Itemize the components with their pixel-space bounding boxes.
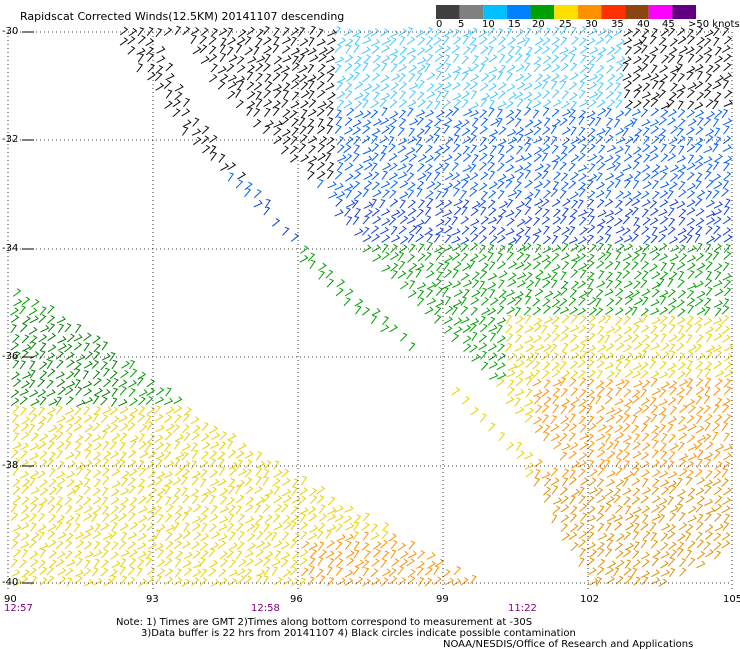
credit-line: NOAA/NESDIS/Office of Research and Appli… <box>443 639 694 650</box>
time-label-1: 12:57 <box>4 603 33 614</box>
lat-label-32: -32 <box>2 134 19 145</box>
legend-label: 35 <box>611 19 624 30</box>
legend-label: 45 <box>662 19 675 30</box>
legend-swatch <box>436 5 460 19</box>
legend-labels: 0 5 10 15 20 25 30 35 40 45 >50 knots <box>0 19 740 31</box>
legend-label: 5 <box>458 19 465 30</box>
lon-label-96: 96 <box>290 594 303 605</box>
note-line-1: Note: 1) Times are GMT 2)Times along bot… <box>116 617 533 628</box>
lat-label-36: -36 <box>2 351 19 362</box>
legend-label: 10 <box>482 19 495 30</box>
wind-barb-group <box>10 241 732 407</box>
wind-barb-group <box>533 476 732 587</box>
lat-label-34: -34 <box>2 243 19 254</box>
wind-barb-group <box>334 25 626 110</box>
wind-barbs <box>10 25 734 587</box>
legend-label: 40 <box>637 19 650 30</box>
legend-swatch <box>554 5 578 19</box>
wind-barb-group <box>119 25 733 180</box>
legend-swatch <box>625 5 649 19</box>
legend-swatch <box>577 5 602 19</box>
time-label-3: 11:22 <box>508 603 537 614</box>
lon-label-93: 93 <box>146 594 159 605</box>
wind-barb-group <box>10 313 734 587</box>
legend-label: >50 knots <box>688 19 740 30</box>
legend-swatch <box>648 5 673 19</box>
wind-speed-legend <box>436 5 696 19</box>
legend-swatch <box>530 5 555 19</box>
wind-barb-group <box>10 314 128 407</box>
legend-label: 25 <box>559 19 572 30</box>
lat-label-30: -30 <box>2 26 19 37</box>
lon-label-102: 102 <box>580 594 600 605</box>
legend-label: 0 <box>436 19 443 30</box>
wind-barb-group <box>253 197 733 245</box>
legend-swatch <box>459 5 484 19</box>
map-title: Rapidscat Corrected Winds(12.5KM) 201411… <box>20 10 345 23</box>
lat-label-40: -40 <box>2 577 19 588</box>
legend-swatch <box>672 5 696 19</box>
wind-barb-group <box>301 377 733 587</box>
legend-swatch <box>601 5 626 19</box>
note-line-2: 3)Data buffer is 22 hrs from 20141107 4)… <box>141 628 576 639</box>
legend-label: 15 <box>508 19 521 30</box>
map-grid <box>7 31 733 590</box>
legend-swatch <box>483 5 507 19</box>
legend-swatch <box>506 5 531 19</box>
time-label-2: 12:58 <box>251 603 280 614</box>
lon-label-105: 105 <box>723 594 740 605</box>
legend-label: 30 <box>585 19 598 30</box>
wind-barb-group <box>227 106 733 200</box>
legend-label: 20 <box>532 19 545 30</box>
lon-label-99: 99 <box>436 594 449 605</box>
lat-label-38: -38 <box>2 460 19 471</box>
lon-label-90: 90 <box>4 594 17 605</box>
axis-ticks <box>22 31 34 584</box>
